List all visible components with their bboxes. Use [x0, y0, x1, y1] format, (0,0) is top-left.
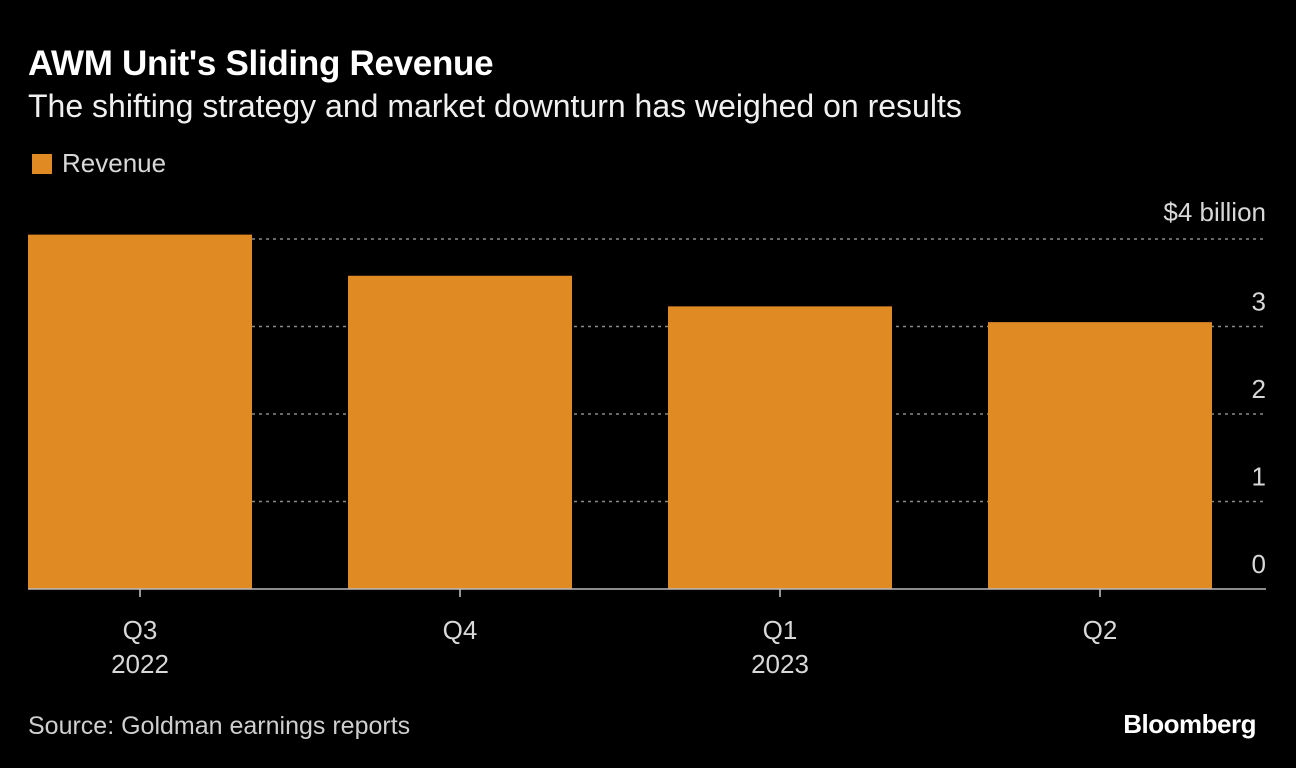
x-tick-label-q3: Q3	[123, 615, 158, 645]
bar-q2	[988, 322, 1212, 589]
y-tick-label-1: 1	[1252, 462, 1266, 492]
x-year-label-2022: 2022	[111, 649, 169, 679]
bar-q3	[28, 234, 252, 589]
y-tick-label-3: 3	[1252, 287, 1266, 317]
bar-q4	[348, 275, 572, 589]
bar-q1	[668, 306, 892, 589]
chart-subtitle: The shifting strategy and market downtur…	[28, 88, 962, 124]
legend: Revenue	[32, 148, 166, 179]
x-tick-label-q2: Q2	[1083, 615, 1118, 645]
chart-title: AWM Unit's Sliding Revenue	[28, 44, 494, 83]
y-tick-label-4: $4 billion	[1163, 197, 1266, 227]
x-tick-label-q1: Q1	[763, 615, 798, 645]
x-year-label-2023: 2023	[751, 649, 809, 679]
legend-swatch-revenue	[32, 153, 52, 174]
y-tick-label-0: 0	[1252, 549, 1266, 579]
y-tick-label-2: 2	[1252, 374, 1266, 404]
source-note: Source: Goldman earnings reports	[28, 712, 411, 740]
x-tick-label-q4: Q4	[443, 615, 478, 645]
legend-label-revenue: Revenue	[62, 148, 167, 178]
bloomberg-logo: Bloomberg	[1123, 709, 1256, 739]
